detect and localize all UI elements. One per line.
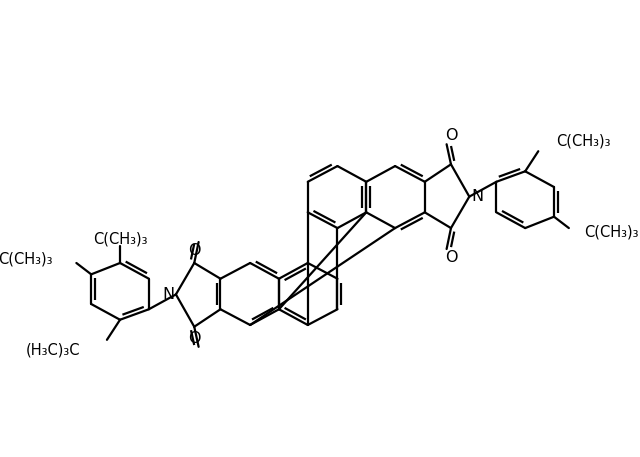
Text: N: N <box>471 189 483 204</box>
Text: (H₃C)₃C: (H₃C)₃C <box>26 343 81 358</box>
Text: C(CH₃)₃: C(CH₃)₃ <box>556 133 611 148</box>
Text: O: O <box>188 243 200 258</box>
Text: C(CH₃)₃: C(CH₃)₃ <box>93 232 147 247</box>
Text: C(CH₃)₃: C(CH₃)₃ <box>584 224 638 239</box>
Text: O: O <box>188 330 200 345</box>
Text: O: O <box>445 250 457 265</box>
Text: C(CH₃)₃: C(CH₃)₃ <box>0 252 52 267</box>
Text: O: O <box>445 128 457 143</box>
Text: N: N <box>162 287 174 302</box>
